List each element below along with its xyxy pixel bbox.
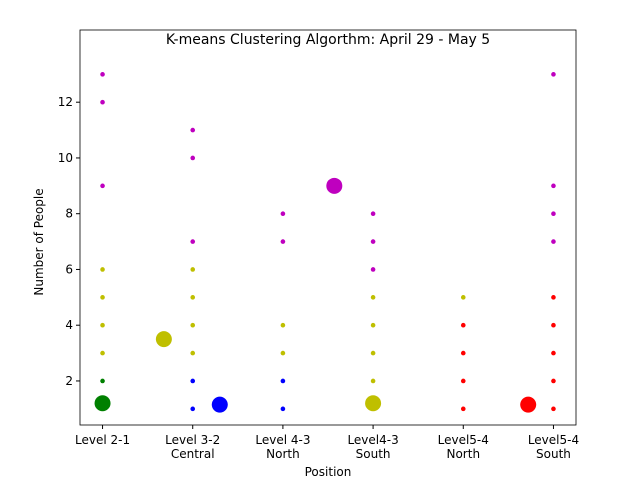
point: [100, 183, 105, 189]
point: [370, 295, 376, 300]
point: [280, 406, 286, 412]
x-tick-label: Level 4-3 North: [255, 433, 311, 461]
point: [100, 72, 105, 77]
point: [551, 183, 556, 189]
point: [100, 295, 105, 300]
point: [190, 406, 196, 412]
point: [370, 239, 376, 244]
point: [551, 72, 556, 77]
point: [460, 378, 466, 384]
y-axis-label: Number of People: [32, 188, 46, 295]
axes-frame: [79, 29, 577, 426]
centroid: [211, 396, 228, 413]
y-tick-label: 10: [58, 151, 73, 165]
centroid: [365, 395, 382, 412]
point: [460, 322, 466, 328]
point: [551, 211, 556, 217]
point: [280, 378, 286, 384]
y-tick-label: 12: [58, 95, 73, 109]
point: [190, 378, 196, 384]
point: [100, 350, 105, 356]
centroid: [520, 396, 537, 413]
x-tick-label: Level 2-1: [74, 433, 131, 447]
point: [100, 267, 105, 272]
y-tick-label: 4: [65, 318, 73, 332]
point: [370, 350, 376, 356]
point: [551, 378, 556, 384]
point: [460, 350, 466, 356]
point: [100, 378, 105, 384]
x-tick-label: Level5-4 South: [527, 433, 580, 461]
x-tick-label: Level4-3 South: [347, 433, 399, 461]
point: [551, 295, 556, 300]
point: [190, 239, 196, 244]
x-tick-label: Level5-4 North: [437, 433, 489, 461]
point: [190, 295, 196, 300]
point: [551, 239, 556, 244]
point: [370, 267, 376, 272]
point: [190, 267, 196, 272]
centroid: [326, 177, 343, 194]
point: [551, 350, 556, 356]
x-tick-label: Level 3-2 Central: [165, 433, 221, 461]
point: [551, 322, 556, 328]
point: [100, 99, 105, 105]
y-tick-label: 2: [65, 374, 73, 388]
point: [190, 127, 196, 133]
point: [280, 211, 286, 217]
centroid: [155, 331, 172, 348]
point: [190, 322, 196, 328]
point: [460, 406, 466, 412]
y-tick-label: 8: [65, 207, 73, 221]
point: [460, 295, 466, 300]
point: [190, 350, 196, 356]
point: [280, 350, 286, 356]
point: [551, 406, 556, 412]
point: [100, 322, 105, 328]
y-tick-label: 6: [65, 262, 73, 276]
point: [370, 378, 376, 384]
point: [190, 155, 196, 161]
x-axis-label: Position: [305, 465, 352, 478]
point: [280, 322, 286, 328]
point: [370, 211, 376, 217]
chart-title: K-means Clustering Algorthm: April 29 - …: [166, 32, 490, 48]
point: [370, 322, 376, 328]
centroid: [94, 395, 111, 412]
point: [280, 239, 286, 244]
